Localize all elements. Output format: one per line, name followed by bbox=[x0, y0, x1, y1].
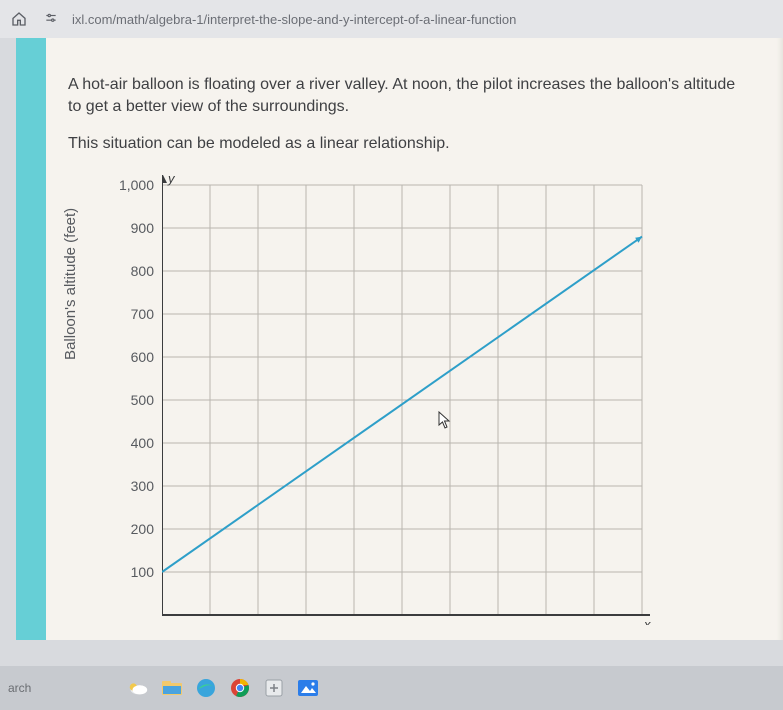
taskbar-explorer-icon[interactable] bbox=[157, 673, 187, 703]
problem-panel: A hot-air balloon is floating over a riv… bbox=[46, 38, 783, 640]
y-tick-label: 200 bbox=[131, 521, 154, 537]
url-text[interactable]: ixl.com/math/algebra-1/interpret-the-slo… bbox=[72, 12, 516, 27]
taskbar-search-label[interactable]: arch bbox=[8, 681, 31, 695]
chart-plot: x y bbox=[162, 175, 652, 625]
taskbar-photos-icon[interactable] bbox=[293, 673, 323, 703]
taskbar-app-icon[interactable] bbox=[259, 673, 289, 703]
problem-subtext: This situation can be modeled as a linea… bbox=[68, 135, 761, 153]
site-settings-icon[interactable] bbox=[40, 8, 62, 30]
y-tick-label: 700 bbox=[131, 306, 154, 322]
y-tick-label: 300 bbox=[131, 478, 154, 494]
taskbar-edge-icon[interactable] bbox=[191, 673, 221, 703]
chart: Balloon's altitude (feet) x y 1002003004… bbox=[68, 163, 688, 633]
home-icon[interactable] bbox=[8, 8, 30, 30]
taskbar: arch bbox=[0, 666, 783, 710]
svg-text:y: y bbox=[167, 175, 176, 186]
y-tick-label: 1,000 bbox=[119, 177, 154, 193]
y-tick-label: 800 bbox=[131, 263, 154, 279]
taskbar-weather-icon[interactable] bbox=[123, 673, 153, 703]
taskbar-chrome-icon[interactable] bbox=[225, 673, 255, 703]
svg-text:x: x bbox=[643, 617, 651, 625]
y-tick-label: 600 bbox=[131, 349, 154, 365]
problem-text: A hot-air balloon is floating over a riv… bbox=[68, 74, 738, 117]
y-tick-label: 400 bbox=[131, 435, 154, 451]
y-tick-label: 500 bbox=[131, 392, 154, 408]
accent-strip bbox=[16, 38, 46, 640]
y-tick-label: 100 bbox=[131, 564, 154, 580]
y-tick-label: 900 bbox=[131, 220, 154, 236]
browser-address-bar: ixl.com/math/algebra-1/interpret-the-slo… bbox=[0, 0, 783, 38]
y-axis-label: Balloon's altitude (feet) bbox=[62, 208, 79, 360]
